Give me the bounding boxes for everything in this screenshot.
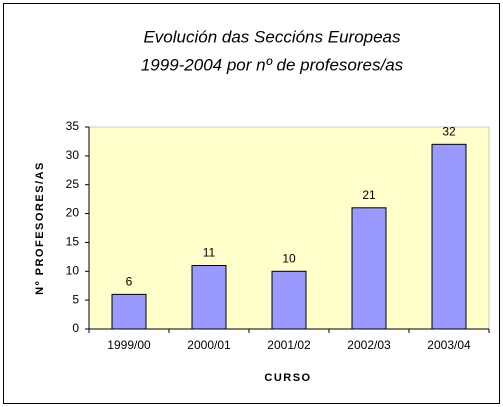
chart-title: 1999-2004 por nº de profesores/as xyxy=(141,55,404,74)
y-tick-label: 35 xyxy=(66,119,80,133)
data-label: 10 xyxy=(282,251,296,265)
x-tick-label: 2003/04 xyxy=(427,338,471,352)
data-label: 21 xyxy=(362,188,376,202)
x-tick-label: 1999/00 xyxy=(107,338,151,352)
data-label: 6 xyxy=(126,275,133,289)
y-tick-label: 30 xyxy=(66,148,80,162)
data-label: 32 xyxy=(442,124,456,138)
bar xyxy=(351,207,387,330)
y-tick-label: 0 xyxy=(72,321,79,335)
bar xyxy=(431,143,467,330)
data-label: 11 xyxy=(203,246,216,260)
bar xyxy=(271,270,307,330)
y-tick-label: 15 xyxy=(66,235,80,249)
bar xyxy=(191,265,227,330)
x-axis-label: CURSO xyxy=(264,372,311,384)
x-tick-label: 2000/01 xyxy=(187,338,231,352)
bar xyxy=(111,293,147,330)
x-tick-label: 2002/03 xyxy=(347,338,391,352)
x-tick-label: 2001/02 xyxy=(267,338,311,352)
y-tick-label: 10 xyxy=(66,263,80,277)
chart-title: Evolución das Seccións Europeas xyxy=(143,27,401,46)
y-tick-label: 20 xyxy=(66,206,80,220)
y-axis-label: Nº PROFESORES/AS xyxy=(34,161,46,295)
y-tick-label: 5 xyxy=(72,292,79,306)
y-tick-label: 25 xyxy=(66,177,80,191)
